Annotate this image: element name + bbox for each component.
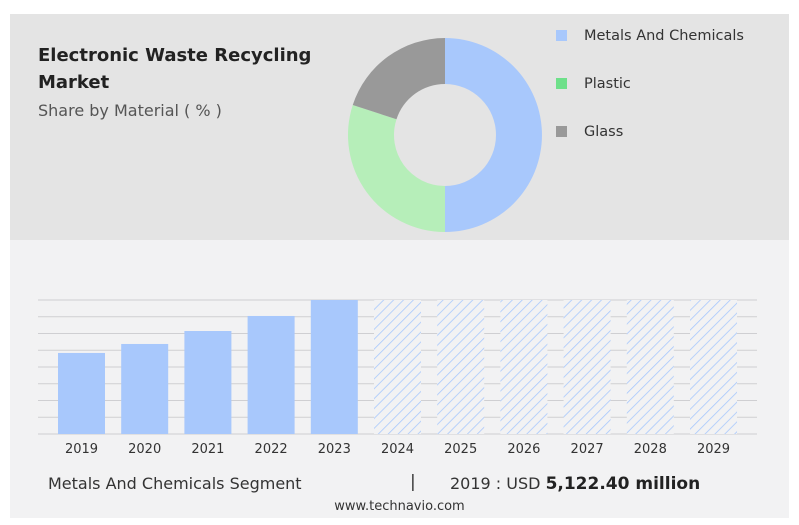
legend-swatch: [556, 78, 567, 89]
donut-slice-plastic: [348, 105, 445, 232]
bar-2026: [500, 300, 548, 434]
x-tick-2020: 2020: [128, 442, 161, 457]
bar-2028: [626, 300, 674, 434]
segment-label: Metals And Chemicals Segment: [48, 474, 302, 493]
separator: |: [410, 472, 416, 492]
segment-value: 2019 : USD 5,122.40 million: [450, 474, 700, 494]
x-tick-2027: 2027: [571, 442, 604, 457]
x-tick-2023: 2023: [318, 442, 351, 457]
bar-2019: [58, 352, 105, 434]
legend-label: Plastic: [584, 76, 631, 92]
bar-2023: [310, 300, 358, 434]
bar-2027: [563, 300, 611, 434]
bar-2029: [690, 300, 737, 434]
legend-label: Glass: [584, 124, 624, 140]
legend-item-plastic: Plastic: [556, 76, 631, 92]
x-tick-2029: 2029: [697, 442, 730, 457]
x-tick-2026: 2026: [507, 442, 540, 457]
donut-slice-metals-and-chemicals: [445, 38, 542, 232]
x-tick-2022: 2022: [255, 442, 288, 457]
donut-slice-glass: [352, 38, 445, 120]
legend-swatch: [556, 30, 567, 41]
legend-item-glass: Glass: [556, 124, 623, 140]
bar-2022: [247, 315, 295, 434]
x-tick-2021: 2021: [191, 442, 224, 457]
legend-swatch: [556, 126, 567, 137]
legend-item-metals: Metals And Chemicals: [556, 28, 744, 44]
page-title: Electronic Waste Recycling Market: [38, 45, 312, 93]
x-tick-2028: 2028: [634, 442, 667, 457]
bar-2021: [184, 331, 232, 434]
bar-2020: [121, 343, 169, 434]
bar-2024: [374, 300, 421, 434]
x-tick-2019: 2019: [65, 442, 98, 457]
x-tick-2025: 2025: [444, 442, 477, 457]
bar-2025: [437, 300, 485, 434]
legend-label: Metals And Chemicals: [584, 28, 744, 44]
subtitle: Share by Material ( % ): [38, 101, 222, 120]
x-tick-2024: 2024: [381, 442, 414, 457]
value: 5,122.40 million: [545, 474, 701, 494]
year-label: 2019 : USD: [450, 474, 541, 493]
site-url: www.technavio.com: [334, 499, 465, 514]
